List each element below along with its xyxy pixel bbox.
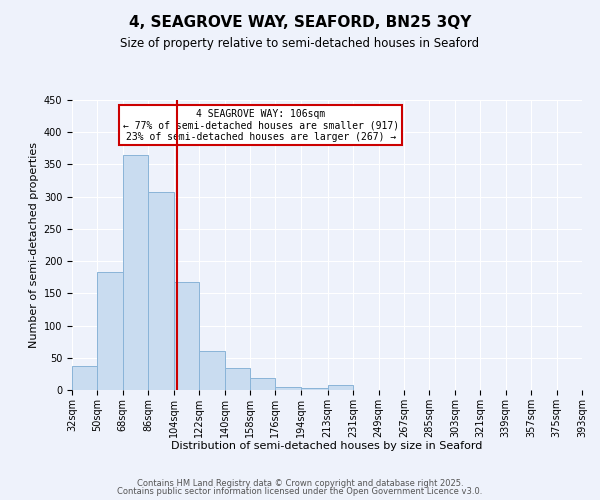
Bar: [148, 192, 174, 390]
Text: 4 SEAGROVE WAY: 106sqm
← 77% of semi-detached houses are smaller (917)
23% of se: 4 SEAGROVE WAY: 106sqm ← 77% of semi-det…: [122, 108, 399, 142]
Text: Size of property relative to semi-detached houses in Seaford: Size of property relative to semi-detach…: [121, 38, 479, 51]
Y-axis label: Number of semi-detached properties: Number of semi-detached properties: [29, 142, 40, 348]
Bar: [174, 282, 199, 390]
Bar: [123, 155, 148, 390]
Bar: [199, 350, 224, 390]
Bar: [328, 385, 353, 390]
Bar: [275, 387, 301, 390]
Text: 4, SEAGROVE WAY, SEAFORD, BN25 3QY: 4, SEAGROVE WAY, SEAFORD, BN25 3QY: [129, 15, 471, 30]
X-axis label: Distribution of semi-detached houses by size in Seaford: Distribution of semi-detached houses by …: [172, 441, 482, 451]
Bar: [301, 388, 328, 390]
Bar: [224, 368, 250, 390]
Text: Contains public sector information licensed under the Open Government Licence v3: Contains public sector information licen…: [118, 487, 482, 496]
Bar: [72, 366, 97, 390]
Bar: [97, 272, 123, 390]
Bar: [250, 378, 275, 390]
Text: Contains HM Land Registry data © Crown copyright and database right 2025.: Contains HM Land Registry data © Crown c…: [137, 478, 463, 488]
